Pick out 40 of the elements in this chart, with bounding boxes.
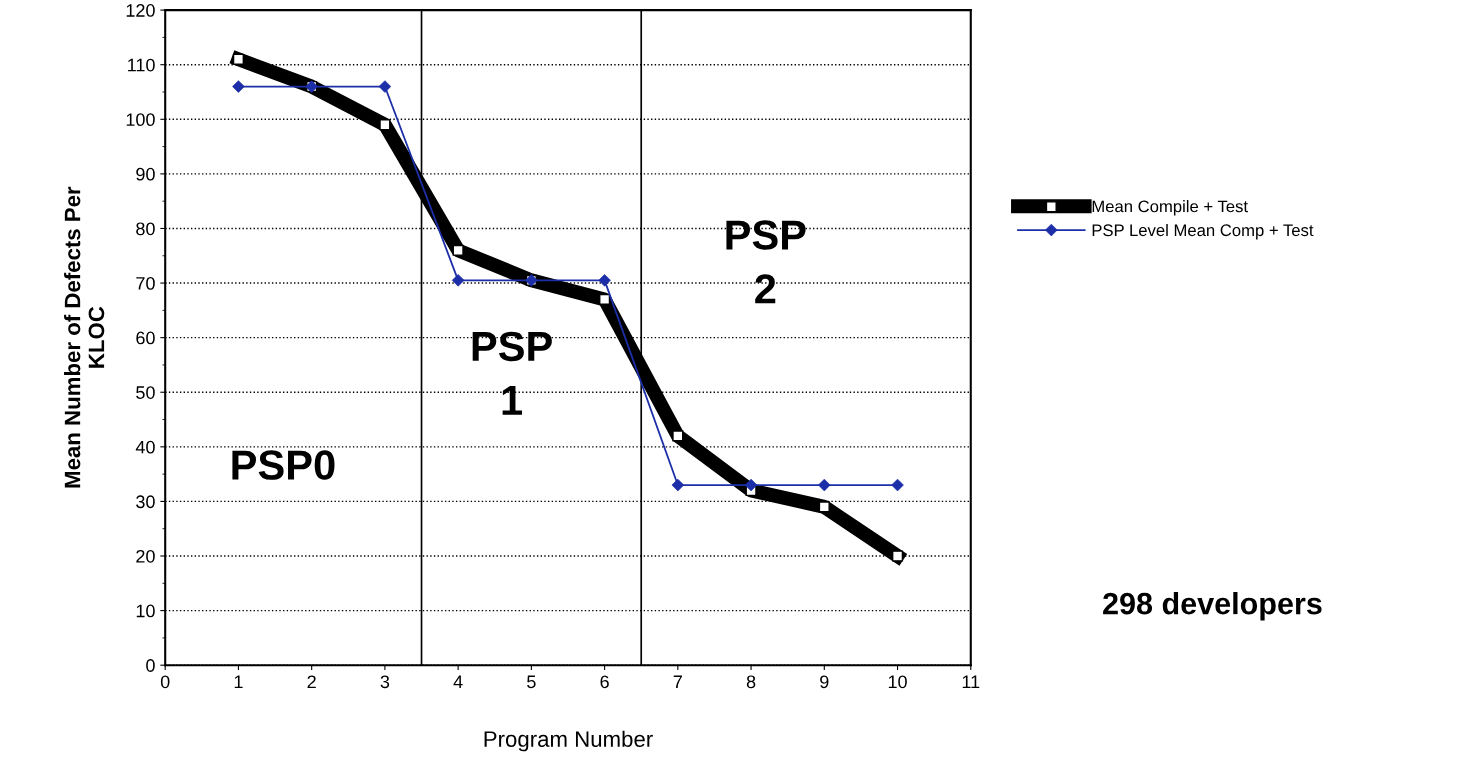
x-tick-label: 9 <box>820 675 829 689</box>
annotation: PSP 2 <box>726 220 806 304</box>
y-tick-label: 100 <box>126 113 155 127</box>
y-tick-label: 110 <box>128 58 155 72</box>
annotation: PSP0 <box>232 450 335 480</box>
point <box>232 53 244 65</box>
y-tick-label: 50 <box>136 386 155 399</box>
y-tick-label: 40 <box>135 440 155 454</box>
y-tick-label: 120 <box>126 4 155 17</box>
point <box>672 430 684 442</box>
point <box>891 550 904 562</box>
point <box>452 244 464 256</box>
y-axis-title: Mean Number of Defects Per KLOC <box>64 186 105 488</box>
point <box>379 119 391 131</box>
y-tick-label: 80 <box>136 222 155 236</box>
legend-label: Mean Compile + Test <box>1092 200 1248 216</box>
y-tick-label: 60 <box>136 331 155 345</box>
annotation: PSP 1 <box>472 331 552 415</box>
point <box>818 501 830 513</box>
x-tick-label: 4 <box>453 675 463 688</box>
x-tick-label: 11 <box>962 675 980 688</box>
x-tick-label: 3 <box>380 675 390 689</box>
x-axis-title: Program Number <box>484 730 653 752</box>
x-tick-label: 6 <box>600 675 609 689</box>
x-tick-label: 8 <box>746 675 756 689</box>
x-tick-label: 0 <box>160 675 170 689</box>
y-tick-label: 10 <box>136 604 155 618</box>
x-tick-label: 2 <box>307 675 316 688</box>
y-tick-label: 0 <box>146 659 155 672</box>
x-tick-label: 1 <box>234 675 243 688</box>
x-tick-label: 5 <box>527 675 536 689</box>
x-tick-label: 10 <box>888 675 907 689</box>
x-tick-label: 7 <box>673 675 682 688</box>
y-tick-label: 90 <box>136 167 155 181</box>
text: 298 developers <box>1103 591 1322 621</box>
y-tick-label: 70 <box>136 277 155 290</box>
y-tick-label: 20 <box>136 549 155 563</box>
point <box>599 293 611 305</box>
y-tick-label: 30 <box>136 495 155 509</box>
legend-label: PSP Level Mean Comp + Test <box>1092 223 1314 240</box>
